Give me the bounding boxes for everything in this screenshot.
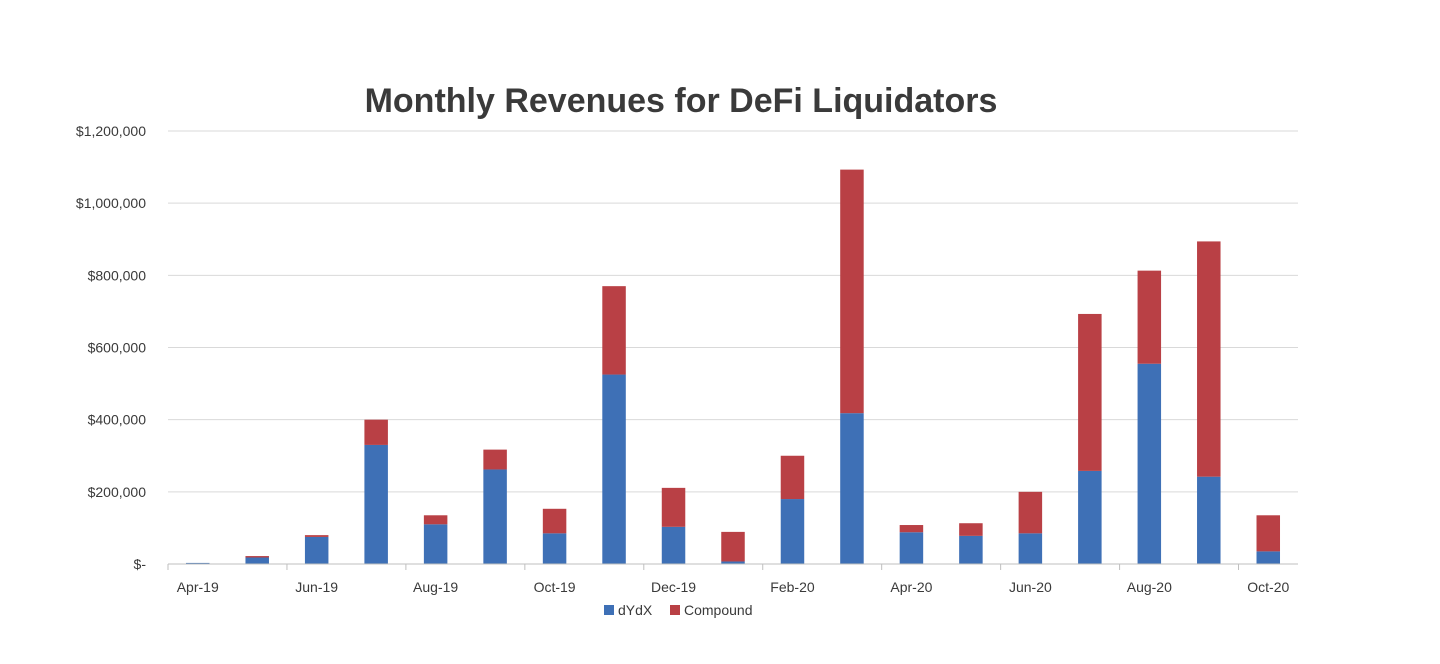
bar-compound xyxy=(423,515,448,525)
bar-dydx xyxy=(602,374,626,564)
legend-label-dydx: dYdX xyxy=(618,602,653,618)
bar-dydx xyxy=(780,499,805,564)
x-tick-label: Oct-19 xyxy=(534,579,576,595)
bar-dydx xyxy=(304,536,329,564)
bar-compound xyxy=(899,525,924,533)
bar-dydx xyxy=(185,562,210,564)
bar-compound xyxy=(1137,270,1162,364)
bar-dydx xyxy=(1018,533,1043,564)
bar-compound xyxy=(245,556,269,558)
legend-label-compound: Compound xyxy=(684,602,753,618)
bar-dydx xyxy=(1078,470,1102,564)
bar-dydx xyxy=(721,561,745,564)
bar-compound xyxy=(602,286,626,375)
x-tick-label: Aug-19 xyxy=(413,579,458,595)
y-tick-label: $1,200,000 xyxy=(76,123,146,139)
bar-compound xyxy=(483,449,507,470)
bar-dydx xyxy=(542,533,567,564)
bar-dydx xyxy=(1137,363,1162,564)
bar-dydx xyxy=(423,524,448,564)
bar-compound xyxy=(661,487,686,527)
bar-compound xyxy=(542,508,567,534)
legend-swatch-compound xyxy=(670,605,680,615)
bar-compound xyxy=(780,455,805,500)
bar-dydx xyxy=(245,557,269,564)
x-tick-label: Jun-20 xyxy=(1009,579,1052,595)
bar-compound xyxy=(1256,515,1281,552)
bar-compound xyxy=(1078,313,1102,471)
bar-dydx xyxy=(1256,551,1281,564)
y-tick-label: $600,000 xyxy=(88,340,147,356)
x-tick-label: Apr-20 xyxy=(890,579,932,595)
x-tick-label: Dec-19 xyxy=(651,579,696,595)
x-tick-label: Jun-19 xyxy=(295,579,338,595)
x-tick-label: Feb-20 xyxy=(770,579,815,595)
bar-compound xyxy=(364,419,388,445)
bar-compound xyxy=(840,169,864,414)
legend-swatch-dydx xyxy=(604,605,614,615)
bar-dydx xyxy=(1197,476,1221,564)
y-tick-label: $800,000 xyxy=(88,267,147,283)
y-tick-label: $400,000 xyxy=(88,412,147,428)
bar-compound xyxy=(304,535,329,537)
bar-dydx xyxy=(364,444,388,564)
x-tick-label: Aug-20 xyxy=(1127,579,1172,595)
bar-compound xyxy=(721,531,745,562)
y-axis-tick-labels: $- $200,000 $400,000 $600,000 $800,000 $1,000… xyxy=(76,123,146,572)
bars xyxy=(185,169,1281,564)
bar-dydx xyxy=(840,413,864,564)
bar-dydx xyxy=(959,535,983,564)
y-tick-label: $1,000,000 xyxy=(76,195,146,211)
y-tick-label: $200,000 xyxy=(88,484,147,500)
bar-compound xyxy=(1018,491,1043,534)
bar-compound xyxy=(1197,241,1221,477)
chart-title: Monthly Revenues for DeFi Liquidators xyxy=(365,82,998,120)
legend: dYdX Compound xyxy=(604,602,753,618)
bar-dydx xyxy=(661,526,686,564)
gridlines xyxy=(168,130,1298,493)
x-tick-label: Apr-19 xyxy=(177,579,219,595)
bar-dydx xyxy=(483,469,507,564)
x-axis: Apr-19 Jun-19 Aug-19 Oct-19 Dec-19 Feb-20 Apr-… xyxy=(167,563,1298,595)
x-tick-label: Oct-20 xyxy=(1247,579,1289,595)
bar-dydx xyxy=(899,532,924,564)
bar-compound xyxy=(959,523,983,536)
y-tick-label: $- xyxy=(134,556,147,572)
